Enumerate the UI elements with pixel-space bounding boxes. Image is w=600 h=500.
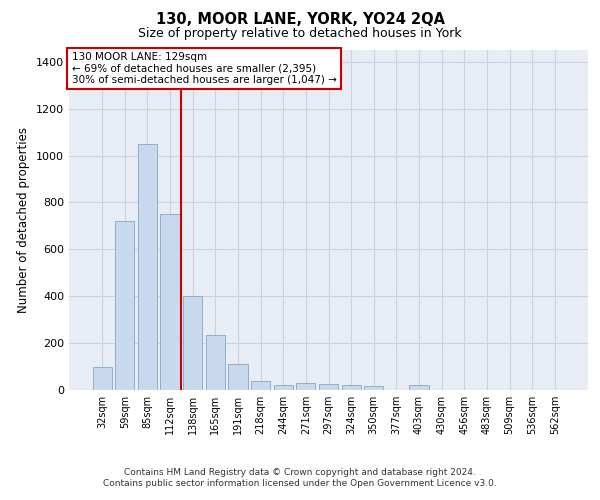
Bar	[206, 335, 225, 390]
Bar	[319, 384, 338, 390]
Bar	[92, 366, 112, 390]
Bar	[409, 386, 428, 390]
Bar	[229, 364, 248, 390]
Bar	[138, 144, 157, 390]
Text: 130, MOOR LANE, YORK, YO24 2QA: 130, MOOR LANE, YORK, YO24 2QA	[155, 12, 445, 28]
Bar	[160, 214, 180, 390]
Bar	[341, 386, 361, 390]
Bar	[274, 385, 293, 390]
Text: Size of property relative to detached houses in York: Size of property relative to detached ho…	[138, 28, 462, 40]
Bar	[251, 380, 270, 390]
Bar	[183, 296, 202, 390]
Bar	[364, 386, 383, 390]
Text: 130 MOOR LANE: 129sqm
← 69% of detached houses are smaller (2,395)
30% of semi-d: 130 MOOR LANE: 129sqm ← 69% of detached …	[71, 52, 337, 85]
Bar	[296, 383, 316, 390]
Bar	[115, 221, 134, 390]
Y-axis label: Number of detached properties: Number of detached properties	[17, 127, 31, 313]
Text: Contains HM Land Registry data © Crown copyright and database right 2024.
Contai: Contains HM Land Registry data © Crown c…	[103, 468, 497, 487]
